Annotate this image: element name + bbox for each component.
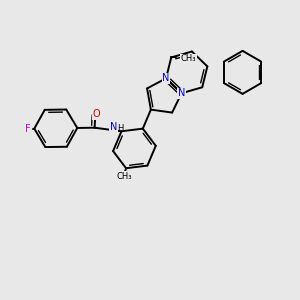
Text: O: O <box>92 109 100 119</box>
Text: CH₃: CH₃ <box>117 172 132 181</box>
Text: F: F <box>25 124 31 134</box>
Text: N: N <box>162 73 170 83</box>
Text: H: H <box>118 124 124 134</box>
Text: CH₃: CH₃ <box>181 54 196 63</box>
Text: N: N <box>110 122 117 131</box>
Text: N: N <box>178 88 185 98</box>
Text: N: N <box>162 73 170 83</box>
